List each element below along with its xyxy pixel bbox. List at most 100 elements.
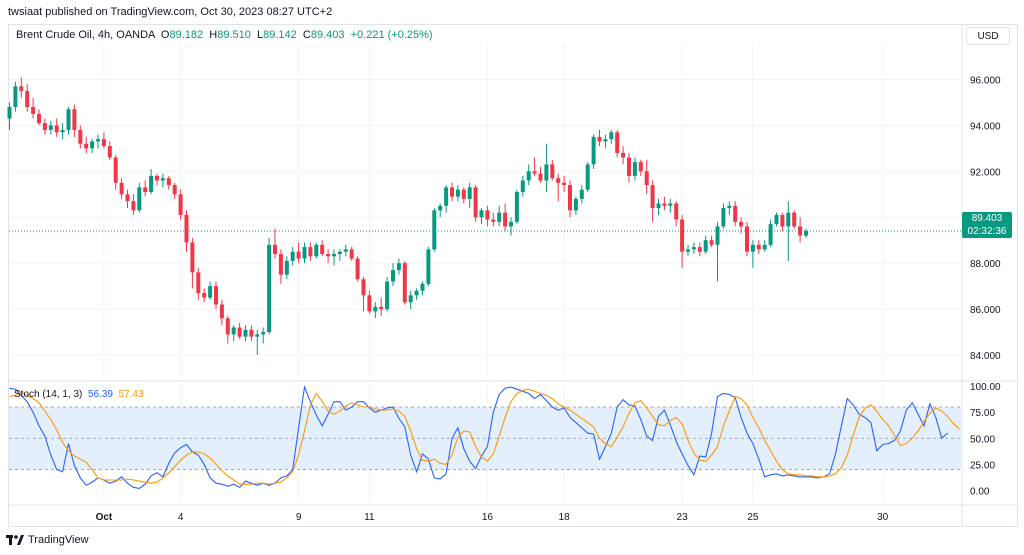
candle [674, 201, 679, 227]
candle [54, 118, 59, 137]
candle [798, 217, 803, 243]
candle [444, 185, 449, 213]
candle-body [219, 304, 224, 319]
candle-body [550, 164, 555, 179]
candle-body [556, 178, 561, 183]
candle [656, 198, 661, 215]
candle [438, 203, 443, 218]
candle [96, 134, 100, 149]
candle [290, 247, 295, 266]
candle [638, 159, 643, 176]
candle [202, 288, 207, 303]
candle-body [603, 139, 608, 142]
candle [585, 162, 590, 192]
candle [332, 249, 336, 266]
candle [491, 212, 496, 227]
candle [420, 281, 425, 296]
candle [455, 185, 460, 202]
candle [603, 134, 608, 149]
candle-body [585, 164, 590, 190]
candle [326, 249, 331, 264]
candle-body [432, 210, 437, 250]
candle-body [514, 191, 519, 222]
candle-body [361, 279, 366, 296]
candle-body [721, 208, 726, 227]
axis-layer: 96.00094.00092.00090.00088.00086.00084.0… [9, 75, 1001, 523]
high-label: H [209, 29, 218, 41]
candle-body [756, 244, 761, 250]
candle-body [19, 86, 24, 91]
last-price-value: 89.403 [971, 213, 1003, 224]
symbol-legend[interactable]: Brent Crude Oil, 4h, OANDA O89.182 H89.5… [16, 29, 433, 41]
price-tick-label: 88.000 [970, 259, 1001, 270]
candle-body [202, 293, 207, 298]
candle-body [485, 210, 490, 220]
candle [72, 104, 77, 137]
candle [267, 237, 272, 335]
candle [84, 136, 89, 153]
candle-body [54, 125, 59, 133]
candle [780, 212, 785, 232]
candle-body [573, 198, 578, 211]
candle-body [42, 123, 47, 130]
candle-body [267, 244, 272, 333]
candle [804, 228, 808, 238]
candle-body [396, 263, 401, 271]
change-value: +0.221 (+0.25%) [350, 29, 433, 41]
stoch-legend[interactable]: Stoch (14, 1, 3) 56.39 57.43 [14, 389, 144, 400]
candle-body [408, 295, 413, 303]
candle [160, 173, 165, 188]
candle [90, 139, 95, 153]
candle-body [544, 164, 549, 181]
candle-body [568, 185, 572, 211]
candle [337, 249, 342, 261]
candle-body [597, 136, 602, 142]
publish-caption: twsiaat published on TradingView.com, Oc… [8, 6, 333, 18]
candle-body [520, 180, 525, 192]
time-tick-label: Oct [96, 512, 113, 523]
tradingview-footer[interactable]: TradingView [6, 534, 89, 546]
stoch-k-value: 56.39 [87, 389, 113, 400]
candle [526, 164, 531, 186]
candle [473, 185, 478, 222]
candle [166, 175, 171, 190]
candle [532, 157, 537, 176]
candle-body [249, 329, 254, 337]
candle [66, 107, 71, 135]
candle [503, 203, 508, 232]
candle-body [632, 162, 637, 176]
candle [756, 240, 761, 254]
candle [556, 173, 561, 202]
candle [768, 219, 773, 248]
candle [703, 235, 708, 254]
candle-body [337, 251, 342, 254]
candle [579, 185, 584, 204]
price-tick-label: 86.000 [970, 305, 1001, 316]
stoch-k-line [9, 385, 948, 489]
high-value: 89.510 [217, 29, 251, 41]
candle-body [237, 327, 242, 337]
candle [396, 258, 401, 275]
candle-body [426, 249, 431, 284]
candle [367, 290, 372, 314]
candle-body [762, 244, 767, 250]
candle-body [621, 152, 626, 158]
low-label: L [256, 29, 264, 41]
candle-body [320, 244, 325, 254]
candle [278, 249, 283, 284]
stoch-label: Stoch (14, 1, 3) [14, 389, 83, 400]
candle-body [656, 203, 661, 209]
price-tick-label: 96.000 [970, 75, 1001, 86]
chart-frame [8, 24, 1018, 527]
candle-body [196, 272, 201, 294]
candle-body [780, 214, 785, 227]
currency-button[interactable]: USD [966, 27, 1010, 45]
candle [450, 182, 454, 202]
candle-body [60, 129, 65, 133]
candle-body [190, 242, 195, 273]
candle-body [691, 247, 696, 250]
candle [237, 322, 242, 339]
candle [373, 302, 378, 319]
candle-body [650, 185, 655, 209]
